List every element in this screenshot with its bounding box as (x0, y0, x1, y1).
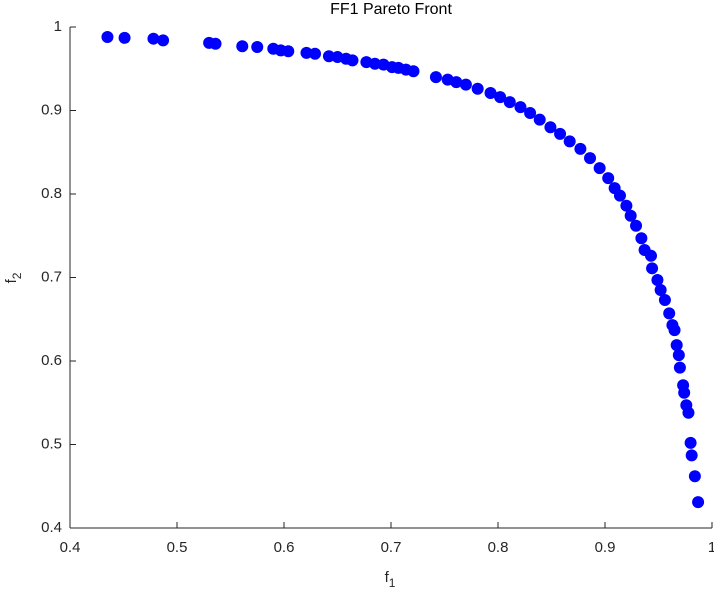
point (450, 76, 463, 89)
point (663, 307, 676, 320)
x-tick-label: 0.4 (60, 539, 81, 556)
y-axis-label: f2 (3, 272, 24, 283)
point (484, 86, 497, 99)
point (282, 45, 295, 58)
point (514, 101, 527, 114)
y-tick-label: 0.7 (41, 268, 62, 285)
point (544, 121, 557, 134)
point (147, 32, 160, 45)
point (157, 34, 170, 47)
point (236, 40, 249, 53)
point (459, 78, 472, 91)
point (471, 82, 484, 95)
y-tick-label: 1 (54, 18, 62, 35)
x-tick-label: 0.9 (595, 539, 616, 556)
x-tick-label: 0.5 (167, 539, 188, 556)
point (678, 386, 691, 399)
point (668, 324, 681, 337)
point (635, 232, 648, 245)
point (554, 127, 567, 140)
point (346, 54, 359, 67)
y-tick-label: 0.8 (41, 185, 62, 202)
point (672, 349, 685, 362)
x-tick-label: 0.6 (274, 539, 295, 556)
x-tick-label: 0.7 (381, 539, 402, 556)
x-tick-label: 0.8 (488, 539, 509, 556)
point (685, 449, 698, 462)
point (251, 41, 264, 54)
point (503, 96, 516, 109)
point (651, 274, 664, 287)
point (692, 496, 705, 509)
point (654, 284, 667, 297)
point (584, 152, 597, 165)
point (624, 209, 637, 222)
point (574, 142, 587, 155)
point (101, 31, 114, 44)
point (602, 172, 615, 185)
point (309, 47, 322, 60)
point (658, 294, 671, 307)
point (645, 249, 658, 262)
x-axis-label: f1 (385, 569, 396, 590)
point (670, 339, 683, 352)
point (646, 262, 659, 275)
x-tick-label: 1 (708, 539, 714, 556)
point (630, 219, 643, 232)
y-tick-label: 0.5 (41, 435, 62, 452)
point (688, 470, 701, 483)
point (682, 406, 695, 419)
point (118, 31, 131, 44)
point (494, 91, 507, 104)
point (593, 162, 606, 175)
point (524, 107, 537, 120)
point (407, 65, 420, 78)
point (673, 361, 686, 374)
point (209, 37, 222, 50)
point (429, 71, 442, 84)
y-tick-label: 0.9 (41, 101, 62, 118)
y-tick-label: 0.4 (41, 519, 62, 536)
point (684, 436, 697, 449)
point (563, 135, 576, 148)
point (533, 113, 546, 126)
point (620, 199, 633, 212)
y-tick-label: 0.6 (41, 352, 62, 369)
point (613, 189, 626, 202)
chart-title: FF1 Pareto Front (330, 1, 452, 18)
